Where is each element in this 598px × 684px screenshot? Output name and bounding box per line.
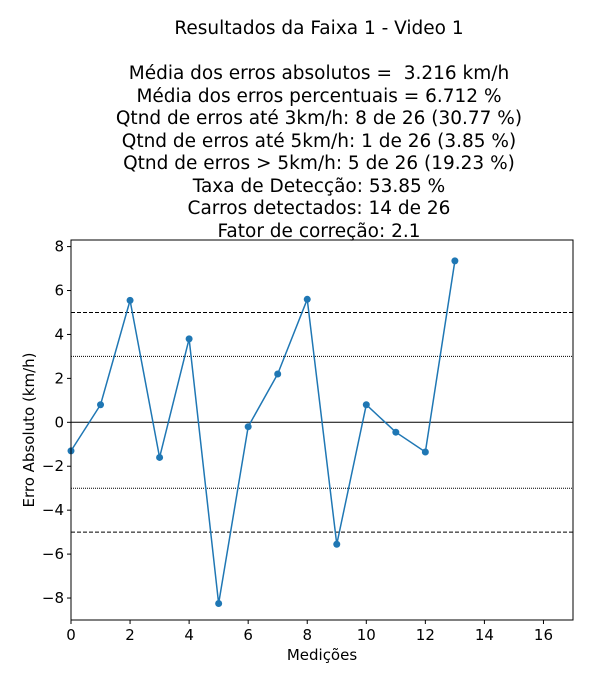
data-point xyxy=(244,423,252,431)
x-tick-label: 12 xyxy=(416,626,435,644)
y-tick-label: −8 xyxy=(42,589,64,607)
data-point xyxy=(303,295,311,303)
y-tick-label: 2 xyxy=(54,369,64,387)
title-line: Qtnd de erros até 3km/h: 8 de 26 (30.77 … xyxy=(115,108,523,129)
series-layer xyxy=(67,257,459,608)
title-line: Fator de correção: 2.1 xyxy=(217,220,421,242)
data-point xyxy=(185,335,193,343)
data-point xyxy=(97,401,105,409)
x-tick-label: 6 xyxy=(243,626,253,644)
y-tick-label: −6 xyxy=(42,545,64,563)
y-tick-label: −2 xyxy=(42,457,64,475)
y-tick-label: −4 xyxy=(42,501,64,519)
series-line xyxy=(70,260,456,604)
data-point xyxy=(156,453,164,461)
data-point xyxy=(362,401,370,409)
title-line: Qtnd de erros até 5km/h: 1 de 26 (3.85 %… xyxy=(121,130,517,152)
plot-frame xyxy=(70,239,574,621)
title-line: Média dos erros percentuais = 6.712 % xyxy=(136,85,502,107)
data-point xyxy=(392,428,400,436)
y-tick-label: 4 xyxy=(54,325,64,343)
chart-title: Resultados da Faixa 1 - Video 1 Média do… xyxy=(0,18,598,243)
x-tick-label: 4 xyxy=(184,626,194,644)
x-tick-label: 2 xyxy=(125,626,135,644)
data-point xyxy=(215,600,223,608)
x-tick-label: 16 xyxy=(534,626,553,644)
x-tick-label: 14 xyxy=(475,626,494,644)
x-tick-label: 10 xyxy=(357,626,376,644)
x-tick-label: 8 xyxy=(302,626,312,644)
y-tick-label: 0 xyxy=(54,413,64,431)
title-line: Qtnd de erros > 5km/h: 5 de 26 (19.23 %) xyxy=(123,153,515,174)
y-axis-label: Erro Absoluto (km/h) xyxy=(20,352,38,507)
data-point xyxy=(126,296,134,304)
x-tick-label: 0 xyxy=(66,626,76,644)
data-point xyxy=(274,370,282,378)
y-tick-label: 6 xyxy=(54,282,64,300)
title-line: Média dos erros absolutos = 3.216 km/h xyxy=(128,63,510,84)
title-line: Taxa de Detecção: 53.85 % xyxy=(192,175,446,197)
data-point xyxy=(421,448,429,456)
ticks-layer: 0 2 4 6 8 10 12 14 16 −8 −6 −4 −2 0 2 4 6 8 xyxy=(42,238,553,644)
data-point xyxy=(333,540,341,548)
y-tick-label: 8 xyxy=(54,238,64,256)
title-line: Resultados da Faixa 1 - Video 1 xyxy=(174,18,464,39)
title-line: Carros detectados: 14 de 26 xyxy=(187,198,451,219)
x-axis-label: Medições xyxy=(287,646,358,664)
data-point xyxy=(451,257,459,265)
